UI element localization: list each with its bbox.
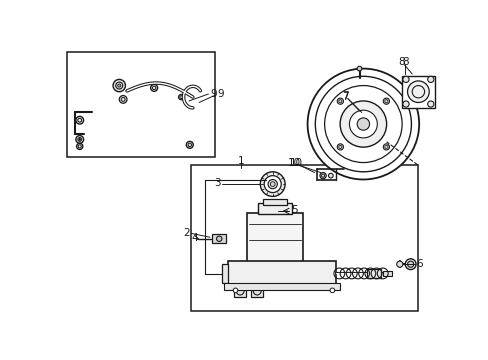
Circle shape <box>77 143 82 149</box>
Bar <box>401 76 434 108</box>
Circle shape <box>329 288 334 293</box>
Circle shape <box>356 66 361 71</box>
Circle shape <box>337 144 343 150</box>
Bar <box>67 53 214 157</box>
Bar <box>382 271 391 276</box>
Text: 7: 7 <box>341 91 347 101</box>
Circle shape <box>216 236 222 242</box>
Circle shape <box>253 287 261 295</box>
Circle shape <box>113 80 125 92</box>
Circle shape <box>427 76 433 82</box>
Bar <box>233 286 246 297</box>
Circle shape <box>150 84 157 91</box>
Text: 1: 1 <box>237 156 244 166</box>
Circle shape <box>407 81 428 103</box>
Circle shape <box>356 118 369 130</box>
Bar <box>221 264 227 283</box>
Bar <box>262 199 287 205</box>
Bar <box>191 165 417 311</box>
Text: 6: 6 <box>415 259 422 269</box>
Text: 9: 9 <box>209 89 216 99</box>
Bar <box>224 283 340 291</box>
Circle shape <box>315 76 410 172</box>
Bar <box>246 213 302 265</box>
Text: 3: 3 <box>214 178 221 188</box>
Circle shape <box>119 95 127 103</box>
Circle shape <box>76 116 83 124</box>
Text: 10: 10 <box>287 158 300 167</box>
Bar <box>212 234 226 243</box>
Text: 8: 8 <box>401 58 408 67</box>
Text: 9: 9 <box>217 89 224 99</box>
Circle shape <box>383 144 389 150</box>
Circle shape <box>267 180 277 189</box>
Circle shape <box>319 172 325 179</box>
Bar <box>250 286 263 297</box>
Circle shape <box>79 139 81 140</box>
Circle shape <box>260 172 285 197</box>
Circle shape <box>402 76 408 82</box>
Circle shape <box>407 261 413 267</box>
Circle shape <box>427 101 433 107</box>
Circle shape <box>118 84 121 87</box>
Circle shape <box>324 86 401 163</box>
Circle shape <box>402 101 408 107</box>
Text: 5: 5 <box>291 205 297 215</box>
Circle shape <box>307 69 418 180</box>
Text: 7: 7 <box>341 92 347 102</box>
Circle shape <box>383 98 389 104</box>
Circle shape <box>267 204 276 213</box>
Circle shape <box>337 98 343 104</box>
Circle shape <box>349 110 377 138</box>
Circle shape <box>264 176 281 193</box>
Circle shape <box>264 201 279 216</box>
Circle shape <box>233 288 237 293</box>
Circle shape <box>186 141 193 148</box>
Circle shape <box>269 206 274 211</box>
Circle shape <box>396 261 402 267</box>
Circle shape <box>340 101 386 147</box>
Circle shape <box>328 173 332 178</box>
Text: 8: 8 <box>397 58 404 67</box>
Text: 4: 4 <box>191 233 198 243</box>
Circle shape <box>405 259 415 270</box>
Bar <box>258 203 291 214</box>
Circle shape <box>76 136 83 143</box>
Bar <box>366 269 381 278</box>
Text: 2: 2 <box>183 228 190 238</box>
Circle shape <box>236 287 244 295</box>
Bar <box>227 261 336 286</box>
Circle shape <box>270 265 278 273</box>
Text: 10: 10 <box>289 158 302 167</box>
Circle shape <box>178 94 183 100</box>
